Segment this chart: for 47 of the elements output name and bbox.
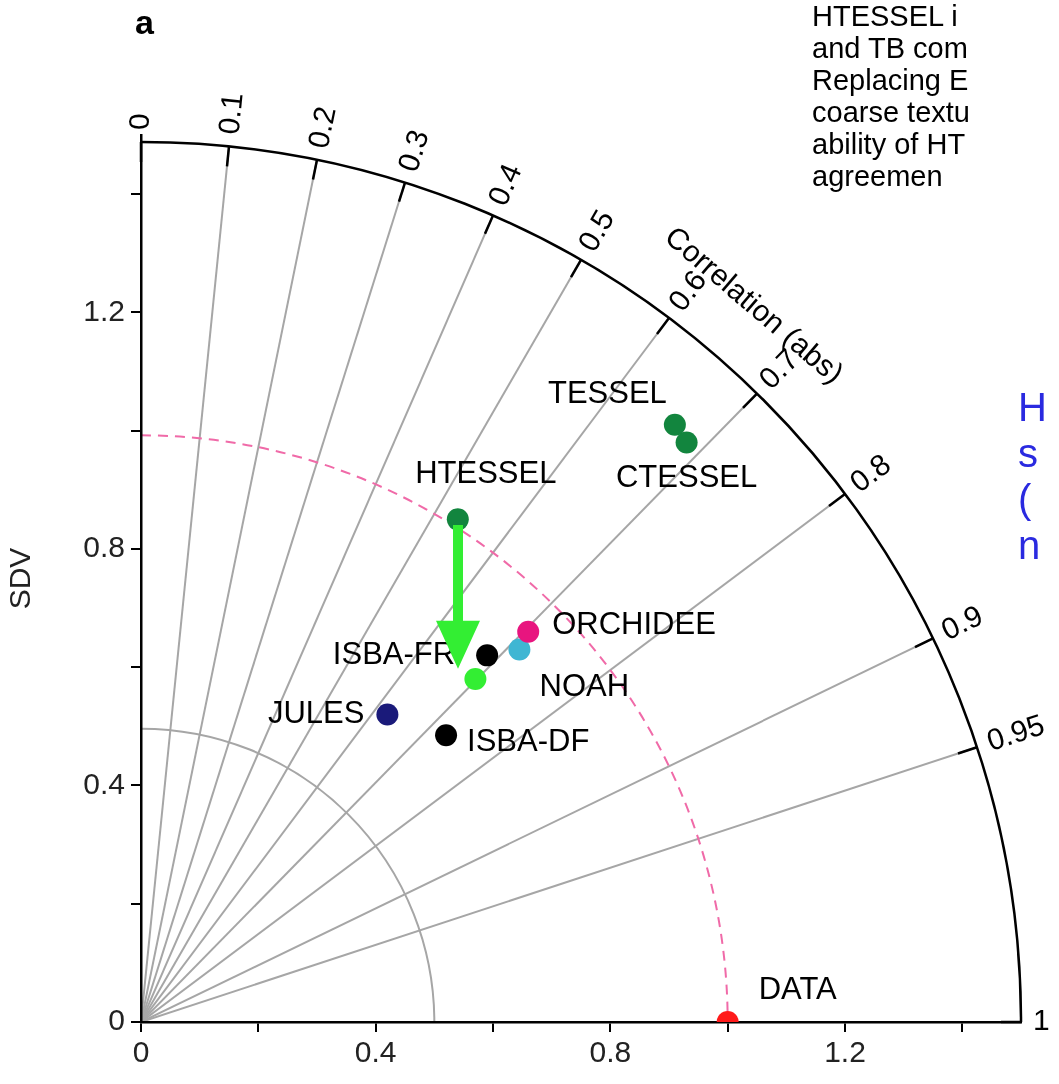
series-label: DATA xyxy=(758,970,838,1006)
annotation: 0.1 xyxy=(211,91,249,136)
annotation: 0.8 xyxy=(843,446,897,499)
annotation: ability of HT xyxy=(812,128,967,160)
annotation: 0.5 xyxy=(570,204,621,257)
annotation: n xyxy=(1018,522,1042,568)
point xyxy=(464,668,487,691)
annotation: 0.95 xyxy=(982,707,1049,758)
y-tick-label: 0.8 xyxy=(83,530,125,564)
x-tick-label: 0 xyxy=(132,1035,150,1069)
text: 1 xyxy=(1033,1003,1050,1037)
annotation: 0.9 xyxy=(935,598,988,647)
annotation: 0.3 xyxy=(390,125,435,176)
annotation: 0.4 xyxy=(480,158,528,211)
annotation: ( xyxy=(1018,476,1033,522)
text: coarse textu xyxy=(812,96,970,128)
point xyxy=(376,703,399,726)
series-label: HTESSEL xyxy=(415,454,557,490)
point xyxy=(476,644,499,667)
series-label: TESSEL xyxy=(547,375,667,411)
chart-title: a xyxy=(135,3,155,42)
series-label: CTESSEL xyxy=(615,459,758,495)
annotation: s xyxy=(1018,430,1039,476)
y-tick-label: 1.2 xyxy=(83,293,125,327)
text: 0 xyxy=(122,113,156,130)
x-tick-label: 0.8 xyxy=(589,1035,632,1069)
x-tick-label: 1.2 xyxy=(824,1035,866,1069)
x-tick-label: 0.4 xyxy=(354,1035,397,1069)
point xyxy=(517,620,540,643)
series-label: JULES xyxy=(267,695,365,731)
annotation: H xyxy=(1018,384,1047,430)
series-label: ORCHIDEE xyxy=(552,606,716,642)
point xyxy=(435,724,458,747)
series-label: NOAH xyxy=(539,668,630,704)
series-label: ISBA-DF xyxy=(467,722,590,758)
y-tick-label: 0 xyxy=(108,1003,125,1037)
point xyxy=(663,413,686,436)
point xyxy=(675,431,698,454)
text: and TB com xyxy=(812,32,969,64)
text: HTESSEL i xyxy=(812,0,959,32)
series-label: ISBA-FR xyxy=(332,635,456,671)
annotation: agreemen xyxy=(812,160,944,192)
annotation: 0.2 xyxy=(301,103,342,151)
point xyxy=(508,638,531,661)
text: Replacing E xyxy=(812,64,970,96)
y-tick-label: 0.4 xyxy=(83,766,125,800)
y-axis-title: SDV xyxy=(3,547,37,610)
